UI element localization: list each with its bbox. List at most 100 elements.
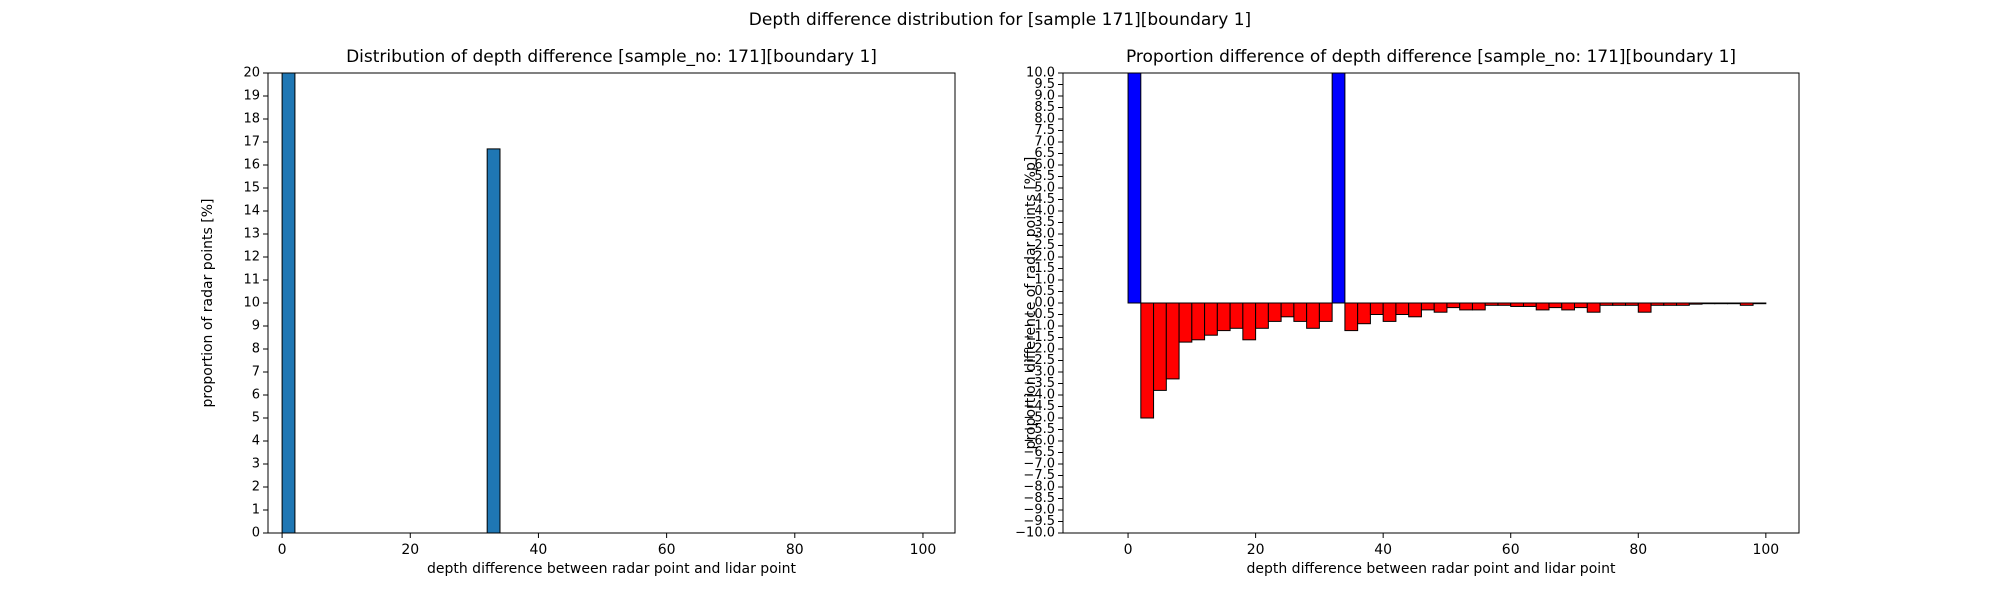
bar — [1344, 302, 1359, 332]
y-tick-label: 9.0 — [1034, 89, 1055, 104]
y-tick-label: 2 — [252, 480, 260, 495]
y-tick-label: −8.0 — [1023, 480, 1055, 495]
x-axis-label: depth difference between radar point and… — [1246, 561, 1616, 577]
y-tick-label: −2.0 — [1023, 342, 1055, 357]
y-tick-label: 7 — [252, 365, 260, 380]
bar — [1140, 302, 1155, 419]
bar — [1433, 302, 1448, 313]
y-axis-label: proportion of radar points [%] — [200, 198, 216, 407]
y-tick-label: 4 — [252, 434, 260, 449]
y-tick-label: −9.5 — [1023, 514, 1055, 529]
y-tick-label: 1 — [252, 503, 260, 518]
bar — [1216, 302, 1231, 332]
y-tick-label: −6.5 — [1023, 445, 1055, 460]
bar — [1204, 302, 1218, 336]
y-tick-label: 2.5 — [1034, 238, 1055, 253]
y-tick-label: 14 — [243, 204, 260, 219]
bar — [1178, 302, 1193, 343]
y-tick-label: 4.0 — [1034, 204, 1055, 219]
y-tick-label: 7.5 — [1034, 123, 1055, 138]
x-tick-label: 60 — [658, 542, 676, 558]
y-tick-label: 5.5 — [1034, 169, 1055, 184]
y-tick-label: 19 — [243, 89, 260, 104]
y-tick-label: 9.5 — [1034, 77, 1055, 92]
y-tick-label: 10 — [243, 296, 260, 311]
y-tick-label: 12 — [243, 250, 260, 265]
bar — [1420, 302, 1435, 311]
bar — [1306, 302, 1320, 329]
y-tick-label: 13 — [243, 227, 260, 242]
bar — [1471, 302, 1486, 311]
bar — [1650, 302, 1665, 306]
bar — [1459, 302, 1473, 311]
plot-area — [1127, 73, 1767, 419]
bar — [1153, 302, 1167, 391]
y-tick-label: −5.5 — [1023, 422, 1055, 437]
bar — [1637, 302, 1652, 313]
y-tick-label: −1.5 — [1023, 330, 1055, 345]
bar — [1331, 73, 1346, 304]
figure-title: Depth difference distribution for [sampl… — [749, 10, 1251, 30]
bar — [1382, 302, 1397, 322]
bar — [1663, 302, 1678, 306]
bar — [1727, 302, 1741, 305]
bar — [1267, 302, 1282, 322]
y-tick-label: 1.0 — [1034, 273, 1055, 288]
y-tick-label: 0 — [252, 526, 260, 541]
y-tick-label: 18 — [243, 112, 260, 127]
y-tick-label: −10.0 — [1015, 526, 1055, 541]
y-tick-label: −5.0 — [1023, 411, 1055, 426]
bar — [1497, 302, 1512, 306]
bar — [1612, 302, 1627, 306]
bar — [1701, 302, 1716, 305]
x-tick-label: 0 — [278, 542, 287, 558]
y-axis-label: proportion difference of radar points [%… — [1023, 157, 1039, 450]
y-tick-label: 7.0 — [1034, 135, 1055, 150]
y-tick-label: −1.0 — [1023, 319, 1055, 334]
y-tick-label: −2.5 — [1023, 353, 1055, 368]
x-tick-label: 20 — [401, 542, 419, 558]
plot-area — [281, 73, 501, 533]
bar — [1293, 302, 1308, 322]
y-tick-label: 11 — [243, 273, 260, 288]
x-tick-label: 40 — [1374, 542, 1392, 558]
y-tick-label: 3.0 — [1034, 227, 1055, 242]
bar — [1446, 302, 1461, 309]
bar — [1522, 302, 1537, 307]
bar — [1484, 302, 1499, 306]
y-tick-label: 6.0 — [1034, 158, 1055, 173]
axes-title: Distribution of depth difference [sample… — [346, 47, 877, 67]
x-axis-label: depth difference between radar point and… — [427, 561, 797, 577]
bar — [1255, 302, 1269, 329]
y-tick-label: −8.5 — [1023, 491, 1055, 506]
y-tick-label: 9 — [252, 319, 260, 334]
y-tick-label: 5.0 — [1034, 181, 1055, 196]
bar — [1510, 302, 1524, 307]
x-tick-label: 20 — [1247, 542, 1265, 558]
bar — [1127, 73, 1142, 304]
y-tick-label: −7.0 — [1023, 457, 1055, 472]
y-tick-label: 16 — [243, 158, 260, 173]
bar — [1408, 302, 1422, 318]
y-tick-label: −3.5 — [1023, 376, 1055, 391]
x-tick-label: 100 — [1752, 542, 1779, 558]
y-tick-label: 10.0 — [1026, 66, 1055, 81]
bar — [1688, 302, 1703, 305]
bar — [1752, 302, 1767, 305]
y-tick-label: 8.5 — [1034, 100, 1055, 115]
y-tick-label: 6 — [252, 388, 260, 403]
x-tick-label: 100 — [910, 542, 937, 558]
bar — [1318, 302, 1333, 322]
bar — [1586, 302, 1601, 313]
y-tick-label: 8 — [252, 342, 260, 357]
bar — [1599, 302, 1614, 306]
y-tick-label: 2.0 — [1034, 250, 1055, 265]
y-tick-label: 1.5 — [1034, 261, 1055, 276]
x-tick-label: 80 — [1629, 542, 1647, 558]
bar — [1535, 302, 1550, 311]
bar — [1625, 302, 1639, 306]
y-tick-label: 0.5 — [1034, 284, 1055, 299]
bar — [1229, 302, 1244, 329]
y-tick-label: 3 — [252, 457, 260, 472]
